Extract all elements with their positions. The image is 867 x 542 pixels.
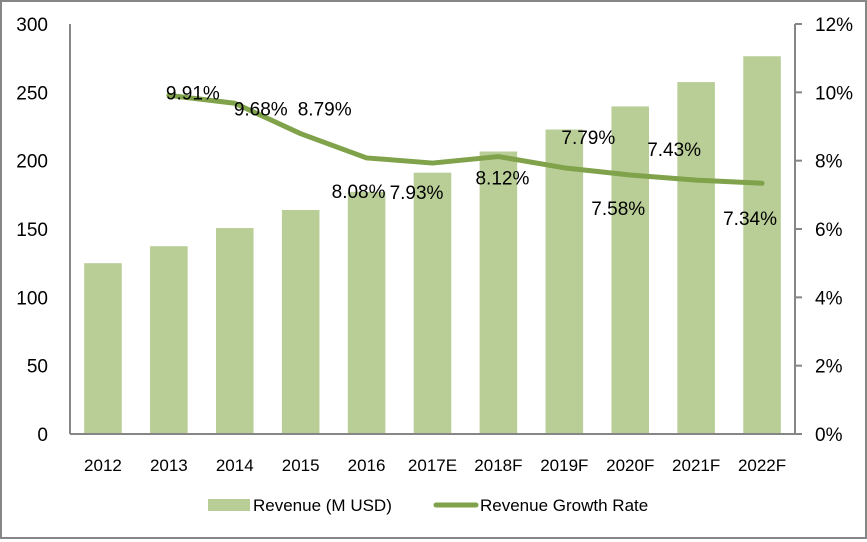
revenue-bar: [677, 82, 715, 434]
x-tick-label: 2021F: [672, 456, 720, 475]
y-tick-label: 50: [27, 357, 48, 378]
y-tick-label: 300: [16, 15, 48, 36]
revenue-bar: [281, 210, 320, 434]
y2-tick-label: 4%: [815, 288, 843, 309]
revenue-bar: [743, 56, 781, 435]
growth-rate-data-label: 9.91%: [166, 83, 220, 104]
growth-rate-data-label: 7.43%: [647, 140, 701, 161]
y2-tick-label: 2%: [815, 357, 843, 378]
x-tick-label: 2022F: [738, 456, 786, 475]
growth-rate-data-label: 7.58%: [591, 199, 645, 220]
x-tick-label: 2013: [150, 456, 188, 475]
x-tick-label: 2012: [84, 456, 122, 475]
revenue-bar: [611, 106, 650, 434]
y-tick-label: 0: [37, 425, 48, 446]
growth-rate-data-label: 8.79%: [298, 100, 352, 121]
y-tick-label: 250: [16, 83, 48, 104]
y-tick-label: 200: [16, 152, 48, 173]
growth-rate-data-label: 7.79%: [561, 128, 615, 149]
growth-rate-data-label: 7.93%: [390, 183, 444, 204]
revenue-bar: [479, 151, 518, 434]
legend-label-growth-rate: Revenue Growth Rate: [480, 496, 648, 515]
growth-rate-line: [166, 92, 765, 186]
y2-tick-label: 6%: [815, 220, 843, 241]
revenue-bar: [347, 191, 386, 434]
x-tick-label: 2016: [348, 456, 386, 475]
y2-tick-label: 0%: [815, 425, 843, 446]
y2-tick-label: 8%: [815, 152, 843, 173]
x-tick-label: 2019F: [540, 456, 588, 475]
x-tick-label: 2014: [216, 456, 254, 475]
legend-label-revenue: Revenue (M USD): [253, 496, 392, 515]
x-tick-label: 2020F: [606, 456, 654, 475]
revenue-bar: [150, 246, 188, 434]
y2-tick-label: 10%: [815, 83, 853, 104]
growth-rate-data-label: 8.08%: [332, 182, 386, 203]
revenue-bar: [413, 172, 452, 434]
revenue-bar: [215, 228, 254, 434]
revenue-bar: [84, 263, 122, 434]
growth-rate-data-label: 8.12%: [475, 169, 529, 190]
y-tick-label: 150: [16, 220, 48, 241]
revenue-bar: [545, 129, 584, 435]
y2-tick-label: 12%: [815, 15, 853, 36]
x-tick-label: 2017E: [408, 456, 457, 475]
y-tick-label: 100: [16, 288, 48, 309]
growth-rate-data-label: 9.68%: [234, 99, 288, 120]
growth-rate-data-label: 7.34%: [723, 209, 777, 230]
x-tick-label: 2015: [282, 456, 320, 475]
legend-swatch-revenue: [208, 499, 250, 511]
x-tick-label: 2018F: [474, 456, 522, 475]
